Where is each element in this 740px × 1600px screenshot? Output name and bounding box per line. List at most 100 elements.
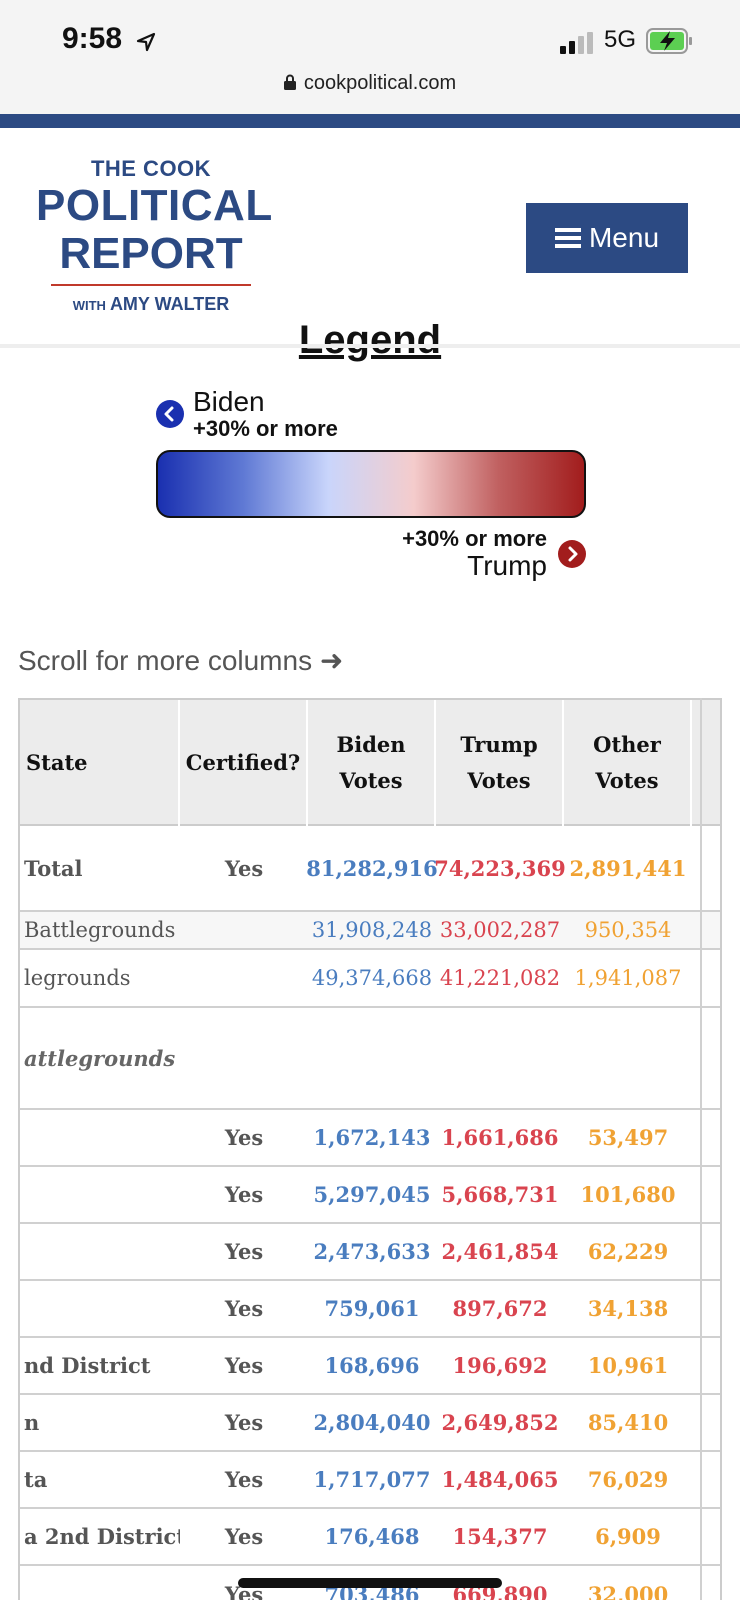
table-row: legrounds 49,374,668 41,221,082 1,941,08…: [20, 950, 720, 1008]
legend-trump-sub: +30% or more: [402, 526, 547, 551]
cell-biden: 2,473,633: [313, 1239, 431, 1264]
cellular-signal-icon: [560, 32, 593, 54]
legend-trump-label: Trump: [467, 550, 547, 581]
cell-state: Total: [24, 855, 83, 881]
cell-biden: 31,908,248: [311, 918, 433, 942]
cell-biden: 5,297,045: [313, 1182, 431, 1207]
cell-certified: Yes: [224, 1353, 264, 1378]
cell-other: 10,961: [587, 1353, 669, 1378]
cell-certified: [180, 912, 308, 948]
cell-state: n: [24, 1410, 40, 1435]
address-bar[interactable]: cookpolitical.com: [0, 72, 740, 95]
logo-rule: [51, 284, 251, 286]
table-header: State Certified? Biden Votes Trump Votes…: [20, 698, 720, 826]
table-row: Battlegrounds 31,908,248 33,002,287 950,…: [20, 912, 720, 950]
cell-other: 76,029: [587, 1467, 669, 1492]
table-row: Total Yes 81,282,916 74,223,369 2,891,44…: [20, 826, 720, 912]
cell-other: 53,497: [587, 1125, 669, 1150]
logo-line-1: THE COOK: [90, 156, 212, 181]
brand-stripe: [0, 114, 740, 128]
table-row: n Yes 2,804,040 2,649,852 85,410: [20, 1395, 720, 1452]
cell-certified: Yes: [224, 1467, 264, 1492]
cell-certified: Yes: [224, 1182, 264, 1207]
status-bar: 9:58 5G cookpolitical.com: [0, 0, 740, 114]
cell-state: [20, 1224, 180, 1279]
cell-biden: 1,672,143: [313, 1125, 431, 1150]
lock-icon: [283, 74, 296, 90]
logo-line-2: POLITICAL: [36, 181, 273, 230]
cell-trump: 2,649,852: [441, 1410, 559, 1435]
cell-certified: Yes: [224, 1125, 264, 1150]
table-row: Yes 1,672,143 1,661,686 53,497: [20, 1110, 720, 1167]
chevron-right-icon: [558, 540, 586, 568]
cell-other: 62,229: [587, 1239, 669, 1264]
cell-other: 85,410: [587, 1410, 669, 1435]
header-trump-votes[interactable]: Trump Votes: [436, 700, 564, 826]
cell-certified: Yes: [224, 1296, 264, 1321]
url-text: cookpolitical.com: [303, 72, 457, 94]
section-title: attlegrounds: [24, 1045, 176, 1071]
logo-with: WITH: [72, 298, 106, 313]
cell-trump: 2,461,854: [441, 1239, 559, 1264]
cell-trump: 5,668,731: [441, 1182, 559, 1207]
table-row: nd District Yes 168,696 196,692 10,961: [20, 1338, 720, 1395]
cell-biden: 759,061: [324, 1296, 420, 1321]
cell-trump: 33,002,287: [439, 918, 561, 942]
cell-state: nd District: [24, 1353, 151, 1378]
cell-trump: 897,672: [452, 1296, 548, 1321]
cell-other: 34,138: [587, 1296, 669, 1321]
cell-certified: [180, 950, 308, 1006]
cell-certified: Yes: [224, 1239, 264, 1264]
cell-trump: 41,221,082: [439, 966, 561, 990]
cell-other: 1,941,087: [574, 966, 682, 990]
menu-label: Menu: [588, 222, 660, 253]
table-row: Yes 759,061 897,672 34,138: [20, 1281, 720, 1338]
cell-trump: 1,484,065: [441, 1467, 559, 1492]
table-row: Yes 5,297,045 5,668,731 101,680: [20, 1167, 720, 1224]
cell-state: [20, 1167, 180, 1222]
menu-button[interactable]: Menu: [526, 203, 688, 273]
site-header: THE COOK POLITICAL REPORT WITH AMY WALTER…: [0, 128, 740, 348]
results-table[interactable]: State Certified? Biden Votes Trump Votes…: [18, 698, 722, 1600]
hamburger-icon: [554, 228, 581, 248]
cell-state: [20, 1110, 180, 1165]
cell-other: 950,354: [584, 918, 672, 942]
cell-state: [20, 1566, 180, 1600]
cell-biden: 1,717,077: [313, 1467, 431, 1492]
table-row: Yes 2,473,633 2,461,854 62,229: [20, 1224, 720, 1281]
cell-trump: 74,223,369: [434, 855, 566, 881]
cell-state: Battlegrounds: [24, 918, 176, 942]
legend-biden-label: Biden: [193, 386, 265, 417]
header-state[interactable]: State: [20, 700, 180, 826]
table-row: a 2nd District Yes 176,468 154,377 6,909: [20, 1509, 720, 1566]
header-biden-votes[interactable]: Biden Votes: [308, 700, 436, 826]
legend-biden-sub: +30% or more: [193, 416, 338, 441]
logo-line-3: REPORT: [59, 229, 243, 278]
cell-state: ta: [24, 1467, 48, 1492]
cell-biden: 81,282,916: [306, 855, 438, 881]
cell-biden: 176,468: [324, 1524, 420, 1549]
cell-state: a 2nd District: [24, 1524, 180, 1549]
header-other-votes[interactable]: Other Votes: [564, 700, 692, 826]
legend-gradient-bar: [156, 450, 586, 518]
cell-certified: Yes: [224, 855, 264, 881]
clock: 9:58: [62, 22, 123, 55]
cell-trump: 154,377: [452, 1524, 548, 1549]
logo-line-4: WITH AMY WALTER: [36, 294, 266, 315]
cell-certified: Yes: [224, 1524, 264, 1549]
cell-other: 32,000: [587, 1582, 669, 1600]
logo-author: AMY WALTER: [109, 294, 230, 314]
header-certified[interactable]: Certified?: [180, 700, 308, 826]
network-type: 5G: [604, 26, 637, 53]
cell-other: 6,909: [595, 1524, 661, 1549]
scroll-hint: Scroll for more columns ➜: [18, 645, 344, 676]
table-row: ta Yes 1,717,077 1,484,065 76,029: [20, 1452, 720, 1509]
cell-state: [20, 1281, 180, 1336]
home-indicator[interactable]: [238, 1578, 502, 1588]
cell-biden: 168,696: [324, 1353, 420, 1378]
legend-title: Legend: [298, 318, 442, 362]
site-logo[interactable]: THE COOK POLITICAL REPORT WITH AMY WALTER: [36, 156, 273, 315]
cell-state: legrounds: [24, 966, 131, 990]
location-arrow-icon: [136, 32, 156, 52]
cell-other: 101,680: [580, 1182, 676, 1207]
